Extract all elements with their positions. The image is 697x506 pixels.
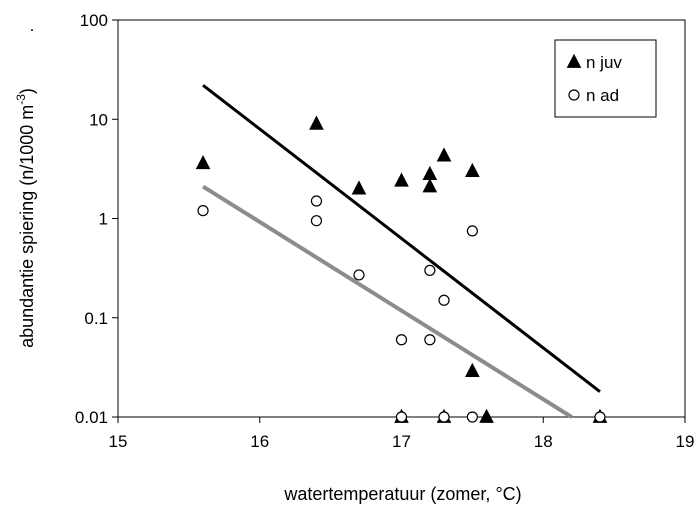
data-point-circle bbox=[438, 294, 450, 306]
data-point-circle bbox=[424, 334, 436, 346]
data-point-triangle bbox=[479, 408, 494, 423]
legend-box bbox=[554, 39, 657, 118]
x-axis: 15 16 17 18 19 bbox=[109, 417, 695, 451]
data-point-triangle bbox=[465, 362, 480, 378]
y-axis-title-close: ) bbox=[17, 88, 37, 94]
data-point-triangle bbox=[422, 178, 438, 193]
y-axis-title: abundantie spiering (n/1000 m-3) bbox=[14, 88, 37, 348]
x-tick-label: 17 bbox=[392, 432, 411, 451]
legend-marker-triangle bbox=[566, 53, 582, 68]
data-point-triangle bbox=[394, 172, 409, 187]
x-axis-title: watertemperatuur (zomer, °C) bbox=[283, 484, 521, 504]
data-point-triangle bbox=[351, 180, 367, 195]
data-point-circle bbox=[395, 411, 408, 423]
y-tick-label: 10 bbox=[89, 110, 108, 129]
data-point-circle bbox=[310, 195, 323, 207]
data-point-circle bbox=[310, 215, 323, 227]
legend-label: n ad bbox=[586, 86, 619, 105]
y-tick-label: 0.1 bbox=[84, 309, 108, 328]
data-point-triangle bbox=[465, 162, 480, 178]
y-axis-title-main: abundantie spiering (n/1000 m bbox=[17, 105, 37, 348]
x-tick-label: 18 bbox=[534, 432, 553, 451]
data-point-circle bbox=[353, 269, 365, 281]
data-point-triangle bbox=[309, 115, 324, 130]
data-point-triangle bbox=[436, 147, 452, 162]
data-point-triangle bbox=[195, 154, 211, 170]
data-point-circle bbox=[395, 334, 408, 346]
y-axis-title-superscript: -3 bbox=[14, 94, 28, 105]
data-point-triangle bbox=[422, 165, 438, 181]
legend-label: n juv bbox=[586, 53, 622, 72]
legend-items: n juv n ad bbox=[566, 53, 622, 105]
x-tick-label: 19 bbox=[676, 432, 695, 451]
x-tick-label: 15 bbox=[109, 432, 128, 451]
data-point-circle bbox=[424, 264, 436, 276]
legend: n juv n ad bbox=[554, 39, 657, 118]
data-point-circle bbox=[466, 411, 478, 423]
y-tick-label: 100 bbox=[80, 11, 108, 30]
data-markers bbox=[195, 115, 608, 423]
data-point-circle bbox=[594, 411, 606, 423]
trendline-n-ad bbox=[201, 184, 573, 419]
data-point-circle bbox=[438, 411, 450, 423]
y-tick-label: 0.01 bbox=[75, 408, 108, 427]
y-axis: 0.01 0.1 1 10 100 bbox=[75, 11, 118, 427]
data-point-circle bbox=[466, 225, 478, 237]
stray-mark: . bbox=[30, 16, 35, 35]
trendlines bbox=[201, 84, 601, 419]
legend-marker-circle bbox=[568, 89, 580, 101]
data-point-circle bbox=[197, 205, 209, 217]
y-tick-label: 1 bbox=[99, 210, 108, 229]
trendline-n-juv bbox=[202, 84, 601, 393]
x-tick-label: 16 bbox=[250, 432, 269, 451]
